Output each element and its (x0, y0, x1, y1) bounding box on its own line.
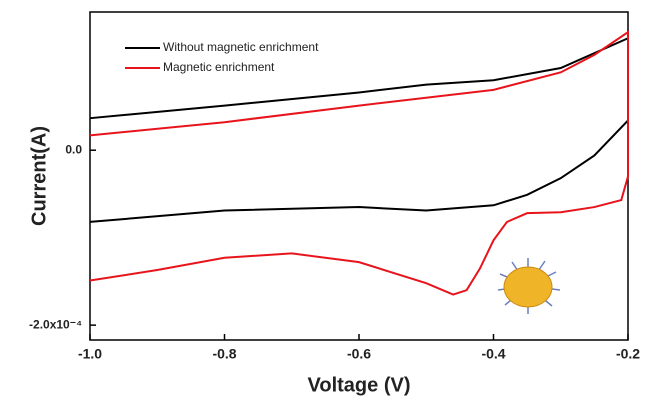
x-tick-label: -1.0 (78, 346, 102, 362)
x-tick-label: -0.4 (481, 346, 505, 362)
legend-label: Magnetic enrichment (163, 60, 275, 74)
x-tick-label: -0.6 (347, 346, 371, 362)
y-axis-title: Current(A) (28, 126, 50, 226)
y-tick-label: 0.0 (65, 142, 82, 156)
series-line (89, 30, 629, 296)
x-tick-label: -0.8 (212, 346, 236, 362)
y-tick-label: -2.0x10⁻⁴ (29, 317, 82, 331)
series-line (89, 36, 629, 223)
legend-label: Without magnetic enrichment (163, 40, 319, 54)
nanoparticle-icon (497, 258, 561, 314)
x-tick-label: -0.2 (616, 346, 640, 362)
x-axis-title: Voltage (V) (308, 374, 411, 396)
